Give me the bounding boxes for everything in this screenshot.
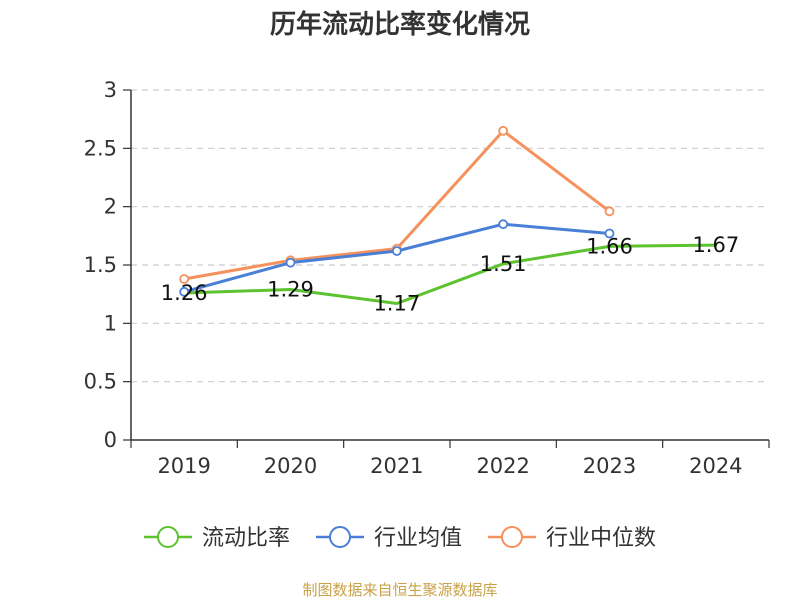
series-point-2: [179, 274, 190, 284]
legend-item-2[interactable]: 行业中位数: [488, 526, 656, 551]
legend-label: 行业均值: [374, 526, 462, 551]
data-label: 1.67: [692, 233, 739, 257]
y-tick-label: 2.5: [84, 136, 117, 160]
series-point-2: [604, 206, 615, 217]
y-tick-label: 2: [104, 195, 117, 219]
y-tick-label: 3: [104, 78, 117, 102]
axes: 0 0.5 1 1.5 2 2.5 3 2019 2020 2021 2022 2023 2024: [84, 78, 770, 478]
legend-item-0[interactable]: 流动比率: [144, 526, 290, 551]
legend: 流动比率 行业均值 行业中位数: [144, 526, 656, 551]
x-tick-label: 2024: [689, 454, 742, 478]
x-tick-label: 2023: [583, 454, 636, 478]
series-point-1: [391, 246, 402, 256]
source-note: 制图数据来自恒生聚源数据库: [302, 581, 497, 599]
x-tick-label: 2022: [476, 454, 529, 478]
x-tick-label: 2020: [264, 454, 317, 478]
series-point-1: [285, 257, 296, 268]
legend-circle-icon: [501, 526, 523, 548]
data-label: 1.29: [267, 278, 314, 302]
legend-circle-icon: [157, 526, 179, 548]
series-lines: [182, 129, 718, 305]
series-point-1: [604, 228, 615, 239]
series-markers: [179, 125, 615, 297]
x-tick-label: 2019: [157, 454, 210, 478]
y-tick-label: 1.5: [84, 253, 117, 277]
series-point-1: [179, 286, 190, 297]
legend-item-1[interactable]: 行业均值: [316, 526, 462, 551]
chart-title: 历年流动比率变化情况: [270, 9, 530, 40]
y-tick-label: 0.5: [84, 370, 117, 394]
data-labels: 1.26 1.29 1.17 1.51 1.66 1.67: [161, 233, 739, 315]
y-tick-label: 1: [104, 311, 117, 335]
data-label: 1.26: [161, 281, 208, 305]
legend-circle-icon: [329, 526, 351, 548]
data-label: 1.17: [373, 292, 420, 316]
y-tick-label: 0: [104, 428, 117, 452]
legend-label: 流动比率: [202, 526, 290, 551]
x-tick-label: 2021: [370, 454, 423, 478]
legend-label: 行业中位数: [546, 526, 656, 551]
series-point-2: [498, 125, 509, 136]
data-label: 1.66: [586, 234, 633, 258]
series-line-0: [182, 243, 718, 305]
gridlines: [131, 89, 769, 383]
data-label: 1.51: [480, 252, 527, 276]
series-point-1: [498, 219, 509, 230]
